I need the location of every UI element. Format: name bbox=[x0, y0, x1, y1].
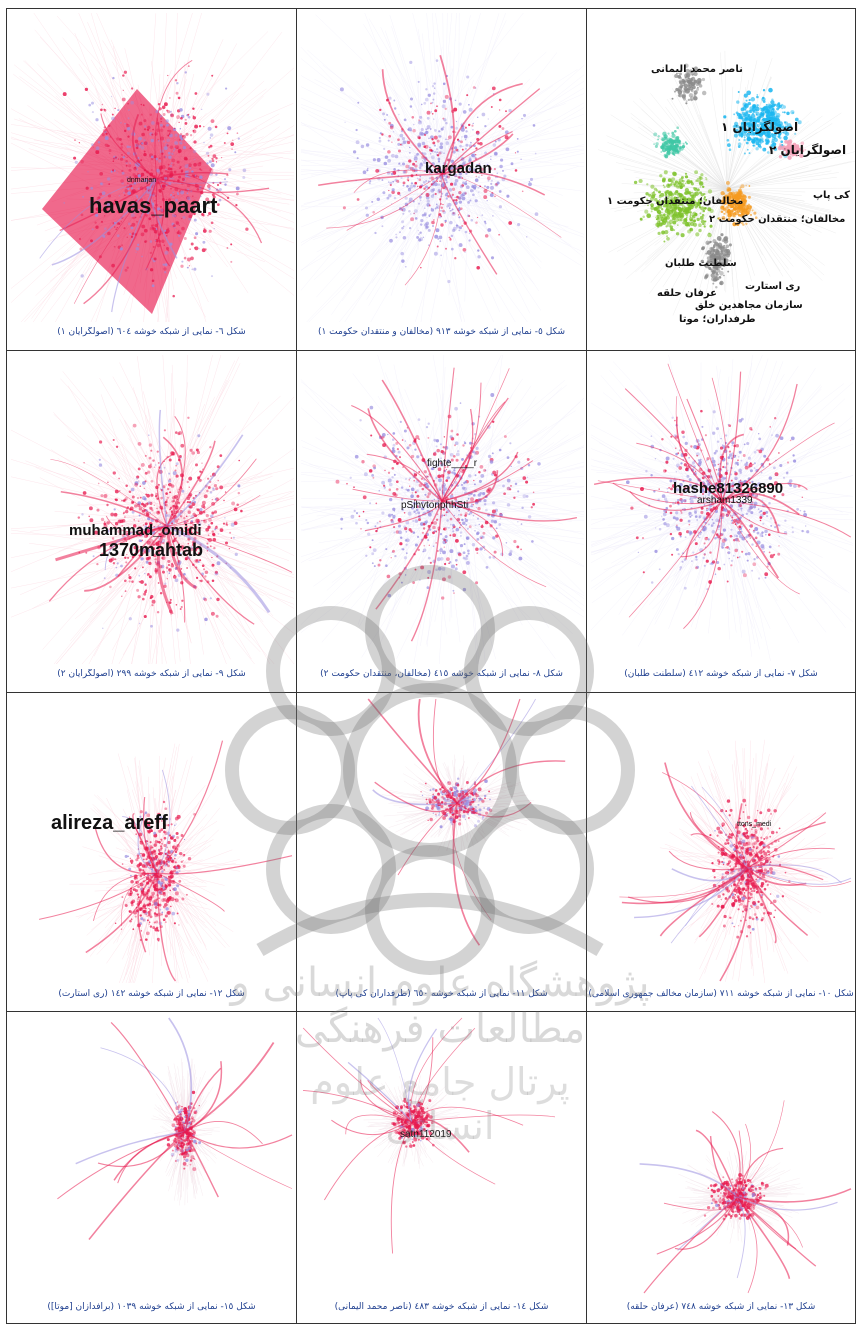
node-label: ttons_medi bbox=[737, 821, 772, 828]
cluster-label: عرفان حلقه bbox=[657, 288, 717, 299]
node-label: pSihvtoriphhSti bbox=[401, 500, 469, 511]
panel-11: satn112019 شکل ١٤- نمایی از شبکه خوشه ٤٨… bbox=[296, 1011, 587, 1324]
cluster-label: طرفداران؛ موتا bbox=[679, 314, 756, 325]
network-graph-5 bbox=[300, 354, 585, 665]
panel-6: hashe81326890 arsham1339 شکل ٧- نمایی از… bbox=[586, 350, 856, 693]
node-label: alireza_areff bbox=[51, 812, 168, 834]
node-label: dnmarjan bbox=[127, 177, 157, 184]
cluster-label: ری استارت bbox=[745, 281, 801, 292]
network-graph-9 bbox=[619, 739, 852, 984]
node-label: kargadan bbox=[425, 160, 492, 177]
panel-5: fighte____r pSihvtoriphhSti شکل ٨- نمایی… bbox=[296, 350, 587, 693]
network-graph-11 bbox=[302, 1017, 556, 1254]
panel-2: kargadan شکل ٥- نمایی از شبکه خوشه ٩١٣ (… bbox=[296, 8, 587, 351]
figure-caption: شکل ١٢- نمایی از شبکه خوشه ١٤٢ (ری استار… bbox=[58, 989, 245, 999]
network-graph-1 bbox=[10, 12, 295, 323]
network-graph-10 bbox=[57, 1017, 293, 1240]
cluster-overview-graph bbox=[597, 50, 855, 324]
network-graph-8 bbox=[367, 698, 566, 946]
figure-caption: شکل ٨- نمایی از شبکه خوشه ٤١٥ (مخالفان، … bbox=[320, 669, 563, 679]
cluster-label: سلطنت طلبان bbox=[665, 258, 737, 269]
figure-caption: شکل ١٠- نمایی از شبکه خوشه ٧١١ (سازمان م… bbox=[588, 989, 854, 999]
network-graph-4 bbox=[10, 354, 295, 665]
panel-4: muhammad_omidi 1370mahtab شکل ٩- نمایی ا… bbox=[6, 350, 297, 693]
network-graph-7 bbox=[38, 740, 293, 984]
network-graph-6 bbox=[590, 354, 854, 662]
network-graph-12 bbox=[639, 1100, 852, 1294]
panel-12: شکل ١٣- نمایی از شبکه خوشه ٧٤٨ (عرفان حل… bbox=[586, 1011, 856, 1324]
cluster-label: اصولگرایان ١ bbox=[721, 120, 799, 134]
panel-8: شکل ١١- نمایی از شبکه خوشه ٦٥٠ (طرفداران… bbox=[296, 692, 587, 1012]
panel-7: alireza_areff شکل ١٢- نمایی از شبکه خوشه… bbox=[6, 692, 297, 1012]
figure-caption: شکل ١٥- نمایی از شبکه خوشه ١٠٣٩ (برافداز… bbox=[47, 1302, 256, 1312]
figure-caption: شکل ١٣- نمایی از شبکه خوشه ٧٤٨ (عرفان حل… bbox=[626, 1302, 816, 1312]
node-label: hashe81326890 bbox=[673, 480, 784, 497]
cluster-label: ناصر محمد الیمانی bbox=[651, 64, 743, 75]
figure-caption: شکل ٩- نمایی از شبکه خوشه ٢٩٩ (اصولگرایا… bbox=[57, 669, 246, 679]
node-label: satn112019 bbox=[400, 1129, 452, 1140]
figure-caption: شکل ١٤- نمایی از شبکه خوشه ٤٨٣ (ناصر محم… bbox=[334, 1302, 549, 1312]
network-graph-2 bbox=[300, 12, 585, 323]
figure-caption: شکل ٥- نمایی از شبکه خوشه ٩١٣ (مخالفان و… bbox=[317, 327, 566, 337]
figure-caption: شکل ١١- نمایی از شبکه خوشه ٦٥٠ (طرفداران… bbox=[335, 989, 548, 999]
figure-grid: dnmarjan havas_paart شکل ٦- نمایی از شبک… bbox=[6, 8, 856, 1324]
cluster-label: مخالفان؛ منتقدان حکومت ١ bbox=[607, 196, 744, 207]
figure-caption: شکل ٧- نمایی از شبکه خوشه ٤١٢ (سلطنت طلب… bbox=[624, 669, 818, 679]
panel-3: ناصر محمد الیمانی اصولگرایان ١ اصولگرایا… bbox=[586, 8, 856, 351]
cluster-label: کی پاپ bbox=[813, 190, 850, 201]
node-label: arsham1339 bbox=[697, 495, 753, 506]
panel-9: ttons_medi شکل ١٠- نمایی از شبکه خوشه ٧١… bbox=[586, 692, 856, 1012]
node-label: muhammad_omidi bbox=[69, 522, 202, 539]
node-label: fighte____r bbox=[427, 458, 478, 469]
node-label: 1370mahtab bbox=[99, 540, 204, 560]
cluster-label: اصولگرایان ٢ bbox=[769, 143, 847, 157]
cluster-label: سازمان مجاهدین خلق bbox=[695, 300, 803, 311]
figure-caption: شکل ٦- نمایی از شبکه خوشه ٦٠٤ (اصولگرایا… bbox=[57, 327, 246, 337]
panel-10: شکل ١٥- نمایی از شبکه خوشه ١٠٣٩ (برافداز… bbox=[6, 1011, 297, 1324]
panel-1: dnmarjan havas_paart شکل ٦- نمایی از شبک… bbox=[6, 8, 297, 351]
node-label: havas_paart bbox=[89, 193, 218, 218]
cluster-label: مخالفان؛ منتقدان حکومت ٢ bbox=[709, 214, 846, 225]
